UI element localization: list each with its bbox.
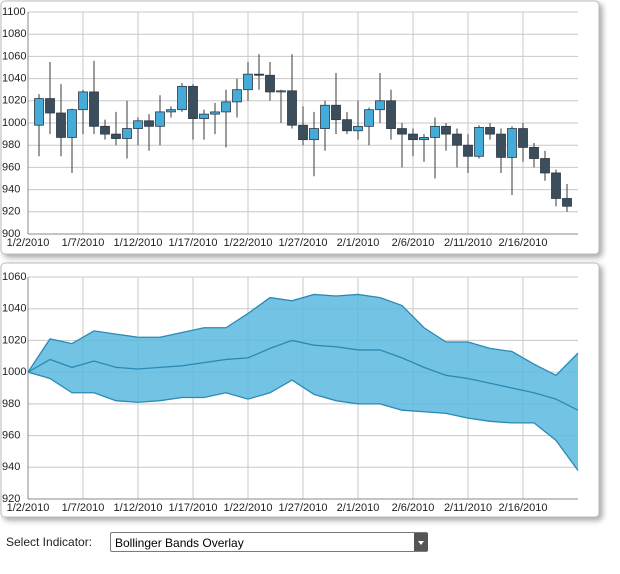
candle-body — [496, 133, 506, 158]
x-tick-label: 2/6/2010 — [392, 237, 435, 249]
candle-body — [177, 85, 187, 111]
panel — [0, 262, 600, 518]
y-tick-label: 1060 — [2, 271, 26, 283]
candle-body — [243, 73, 253, 91]
candle-body — [56, 112, 66, 138]
candle-body — [276, 90, 286, 93]
candle-body — [111, 133, 121, 139]
y-tick-label: 1080 — [2, 28, 26, 40]
candle-body — [309, 128, 319, 141]
y-tick-label: 1020 — [2, 95, 26, 107]
band-line — [27, 371, 579, 471]
candle-body — [507, 128, 517, 158]
candle-body — [254, 73, 264, 76]
candle-body — [45, 98, 55, 114]
candle-body — [441, 125, 451, 135]
y-tick-label: 1020 — [2, 334, 26, 346]
x-tick-label: 2/1/2010 — [337, 502, 380, 514]
candle-body — [386, 100, 396, 129]
candle-body — [122, 128, 132, 139]
candle-body — [408, 133, 418, 141]
y-tick-label: 1000 — [2, 117, 26, 129]
arrow-icon — [414, 533, 428, 551]
y-tick-label: 960 — [2, 161, 20, 173]
candle-body — [529, 147, 539, 159]
x-tick-label: 1/22/2010 — [224, 237, 273, 249]
x-tick-label: 2/11/2010 — [444, 237, 492, 249]
band-line — [27, 293, 579, 377]
charts: 900 920 940 960 980 1000 1020 1040 1060 1080 1100 1… — [0, 0, 600, 518]
candle-body — [265, 74, 275, 93]
x-tick-label: 2/1/2010 — [337, 237, 380, 249]
candle-body — [518, 128, 528, 148]
x-tick-label: 1/2/2010 — [7, 502, 50, 514]
candle-body — [298, 124, 308, 141]
x-tick-label: 1/17/2010 — [169, 502, 218, 514]
y-tick-label: 1040 — [2, 73, 26, 85]
candle-body — [232, 89, 242, 103]
candle-body — [452, 133, 462, 146]
band-line — [27, 339, 579, 411]
candle-body — [133, 120, 143, 129]
indicator-label: Select Indicator: — [6, 535, 93, 549]
candle-body — [397, 128, 407, 135]
candle-body — [540, 158, 550, 174]
y-tick-label: 980 — [2, 398, 20, 410]
y-tick-label: 1100 — [2, 6, 26, 18]
candle-body — [199, 113, 209, 119]
indicator-select[interactable]: Bollinger Bands Overlay — [110, 532, 428, 552]
candle-body — [342, 119, 352, 132]
y-tick-label: 940 — [2, 461, 20, 473]
candle-body — [463, 144, 473, 157]
y-tick-label: 920 — [2, 206, 20, 218]
x-tick-label: 1/17/2010 — [169, 237, 218, 249]
x-tick-label: 1/2/2010 — [7, 237, 50, 249]
candle-body — [562, 198, 572, 207]
candle-body — [221, 101, 231, 113]
y-tick-label: 1040 — [2, 303, 26, 315]
candle-body — [89, 91, 99, 127]
x-tick-label: 1/12/2010 — [114, 502, 163, 514]
candle-body — [210, 111, 220, 115]
candle-body — [364, 109, 374, 127]
candle-body — [188, 85, 198, 119]
candle-body — [419, 137, 429, 141]
candle-body — [551, 172, 561, 199]
x-tick-label: 2/16/2010 — [499, 237, 548, 249]
y-tick-label: 1000 — [2, 366, 26, 378]
x-tick-label: 1/22/2010 — [224, 502, 273, 514]
candle-body — [144, 120, 154, 127]
x-tick-label: 1/7/2010 — [62, 502, 105, 514]
candle-body — [320, 104, 330, 129]
x-tick-label: 2/6/2010 — [392, 502, 435, 514]
x-tick-label: 2/11/2010 — [444, 502, 492, 514]
dropdown-arrow[interactable] — [414, 533, 428, 551]
candle-body — [375, 100, 385, 111]
candle-body — [485, 127, 495, 135]
x-tick-label: 1/27/2010 — [279, 237, 328, 249]
y-tick-label: 960 — [2, 429, 20, 441]
x-tick-label: 2/16/2010 — [499, 502, 548, 514]
candle-body — [353, 125, 363, 132]
candle-body — [100, 125, 110, 135]
candle-body — [430, 125, 440, 138]
candle-body — [331, 104, 341, 121]
candle-body — [166, 109, 176, 113]
candle-body — [67, 109, 77, 138]
candle-body — [34, 98, 44, 126]
x-tick-label: 1/12/2010 — [114, 237, 163, 249]
y-tick-label: 980 — [2, 139, 20, 151]
y-tick-label: 900 — [2, 228, 20, 240]
x-tick-label: 1/7/2010 — [62, 237, 105, 249]
candle-body — [78, 91, 88, 111]
candle-body — [155, 111, 165, 127]
candle-body — [287, 90, 297, 126]
candle-body — [474, 127, 484, 157]
y-tick-label: 1060 — [2, 50, 26, 62]
y-tick-label: 940 — [2, 184, 20, 196]
x-tick-label: 1/27/2010 — [279, 502, 328, 514]
y-tick-label: 920 — [2, 493, 20, 505]
